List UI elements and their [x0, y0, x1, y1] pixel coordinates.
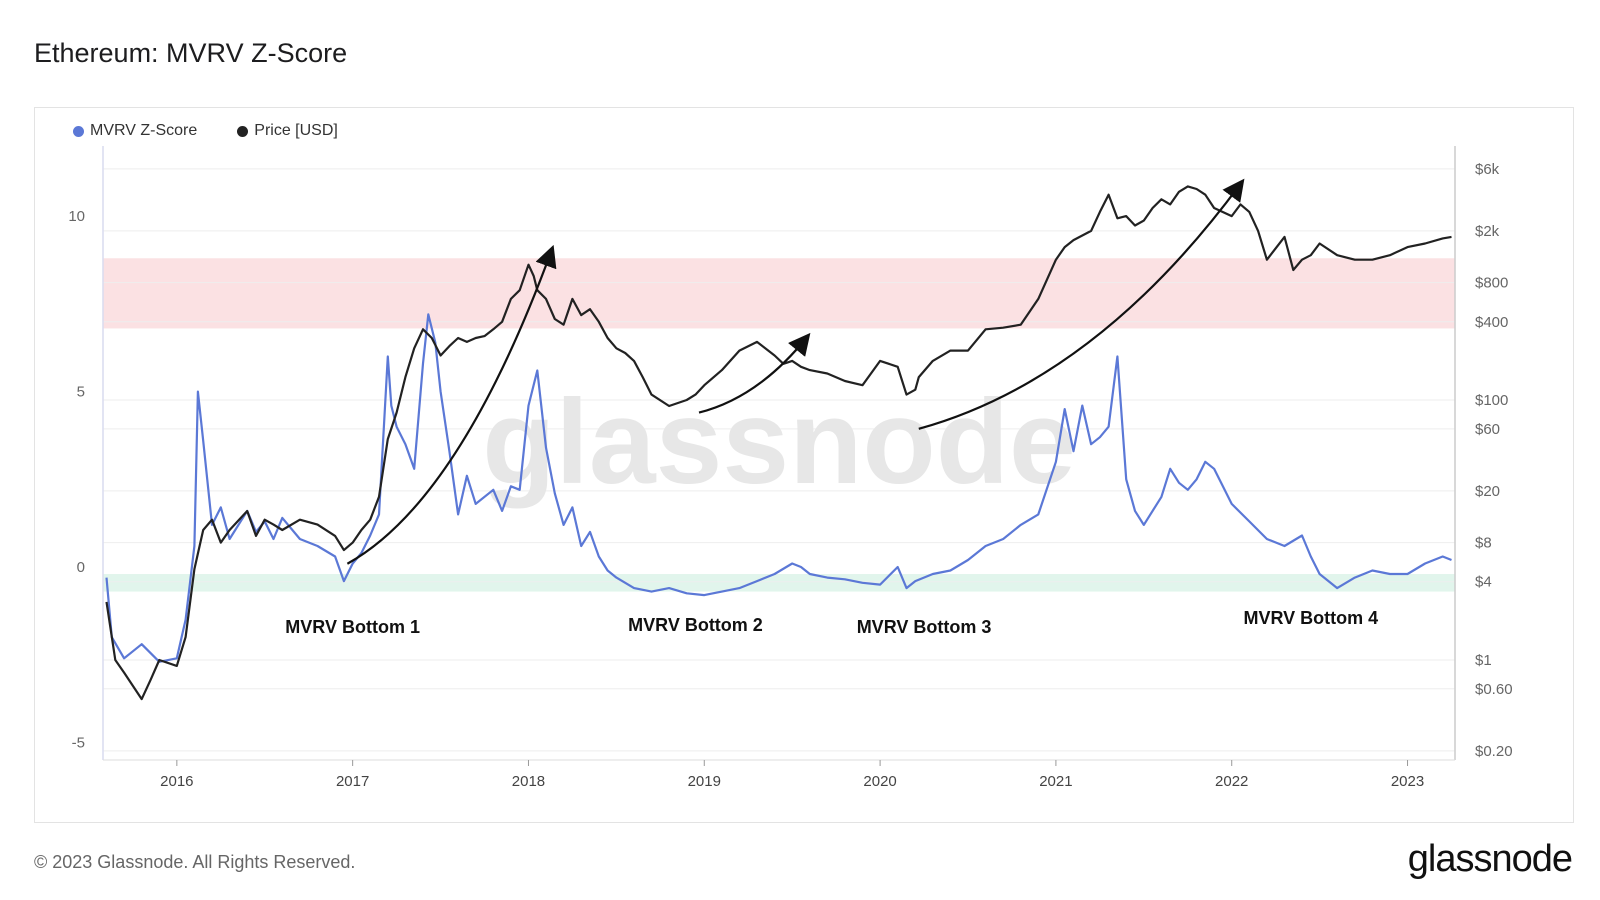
legend-item-price[interactable]: Price [USD] — [237, 122, 338, 140]
left-tick-label: 0 — [77, 559, 85, 576]
legend-label-price: Price [USD] — [254, 122, 338, 139]
right-tick-label: $0.60 — [1475, 681, 1513, 698]
watermark: glassnode — [482, 375, 1076, 509]
series-line-price — [105, 185, 1452, 701]
left-tick-label: 5 — [77, 384, 85, 401]
legend-dot-price-icon — [237, 125, 249, 137]
series-line-mvrv — [105, 313, 1452, 663]
legend: MVRV Z-Score Price [USD] — [73, 122, 338, 140]
band-undervalued — [103, 574, 1455, 592]
right-tick-label: $100 — [1475, 392, 1508, 409]
copyright-text: © 2023 Glassnode. All Rights Reserved. — [34, 852, 356, 872]
trend-arrow — [918, 178, 1245, 430]
legend-label-mvrv: MVRV Z-Score — [90, 122, 198, 139]
right-tick-label: $20 — [1475, 483, 1500, 500]
band-overvalued — [103, 258, 1455, 329]
right-tick-label: $0.20 — [1475, 743, 1513, 760]
right-tick-label: $400 — [1475, 314, 1508, 331]
left-tick-label: -5 — [72, 734, 85, 751]
annotation-label: MVRV Bottom 2 — [628, 615, 763, 635]
x-tick-label: 2019 — [688, 773, 721, 790]
x-tick-label: 2023 — [1391, 773, 1424, 790]
right-tick-label: $8 — [1475, 535, 1492, 552]
x-tick-label: 2021 — [1039, 773, 1072, 790]
annotation-label: MVRV Bottom 3 — [857, 617, 992, 637]
right-tick-label: $800 — [1475, 275, 1508, 292]
trend-arrow — [698, 332, 811, 414]
x-tick-label: 2018 — [512, 773, 545, 790]
right-tick-label: $6k — [1475, 161, 1500, 178]
x-tick-label: 2022 — [1215, 773, 1248, 790]
chart-panel: MVRV Z-Score Price [USD] $6k $2k $800 $400 $… — [34, 107, 1574, 823]
left-tick-label: 10 — [68, 208, 85, 225]
legend-item-mvrv[interactable]: MVRV Z-Score — [73, 122, 197, 140]
x-tick-label: 2016 — [160, 773, 193, 790]
legend-dot-mvrv-icon — [73, 125, 84, 137]
right-tick-label: $60 — [1475, 421, 1500, 438]
right-tick-label: $2k — [1475, 223, 1500, 240]
chart-svg: $6k $2k $800 $400 $100 $60 $20 $8 $4 $1 $0.60 $0.20… — [68, 146, 1513, 790]
annotation-label: MVRV Bottom 1 — [285, 617, 420, 637]
right-tick-label: $4 — [1475, 574, 1492, 591]
x-tick-label: 2017 — [336, 773, 369, 790]
annotation-label: MVRV Bottom 4 — [1243, 608, 1378, 628]
right-tick-label: $1 — [1475, 652, 1492, 669]
trend-arrow — [346, 244, 557, 565]
brand-logo: glassnode — [1407, 838, 1573, 880]
page-title: Ethereum: MVRV Z-Score — [34, 38, 348, 68]
x-tick-label: 2020 — [863, 773, 896, 790]
